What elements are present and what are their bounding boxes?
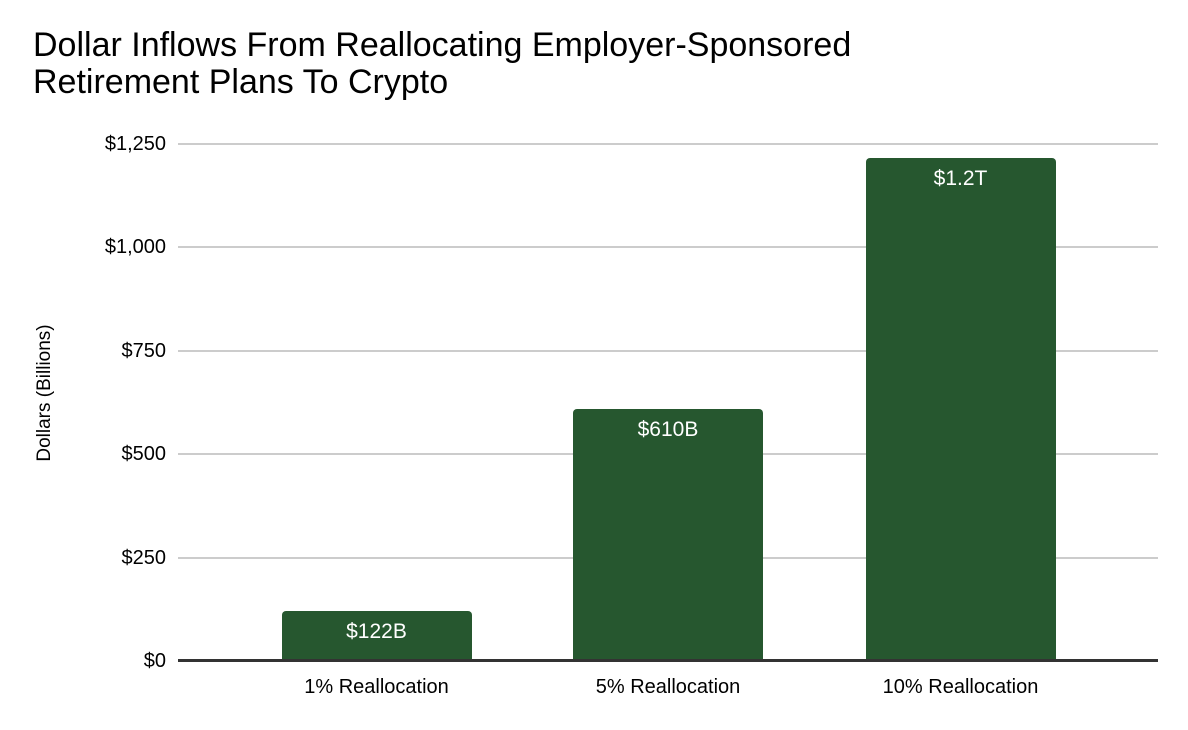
bar: $610B <box>573 408 763 661</box>
bar: $1.2T <box>865 157 1056 661</box>
x-axis-line <box>178 659 1158 662</box>
bar-value-label: $610B <box>637 417 699 441</box>
chart-title-line-1: Dollar Inflows From Reallocating Employe… <box>33 26 852 64</box>
gridline <box>178 349 1158 352</box>
bar-value-label: $122B <box>346 619 407 643</box>
x-axis-label: 10% Reallocation <box>882 676 1039 698</box>
y-tick-label: $0 <box>143 650 166 672</box>
chart-title-line-2: Retirement Plans To Crypto <box>33 63 449 101</box>
y-tick-label: $750 <box>121 339 167 362</box>
plot-area: $122B $610B $1.2T <box>178 143 1158 662</box>
x-axis-label: 1% Reallocation <box>304 676 449 698</box>
y-tick-label: $250 <box>121 546 167 569</box>
x-axis-label: 5% Reallocation <box>595 676 741 698</box>
bar-value-label: $1.2T <box>933 166 988 190</box>
gridline <box>178 143 1158 145</box>
bar: $122B <box>281 610 472 661</box>
gridline <box>178 246 1158 249</box>
y-tick-label: $500 <box>121 443 167 466</box>
y-tick-label: $1,000 <box>104 236 166 259</box>
chart-title: Dollar Inflows From Reallocating Employe… <box>33 27 851 101</box>
y-tick-label: $1,250 <box>104 133 166 155</box>
